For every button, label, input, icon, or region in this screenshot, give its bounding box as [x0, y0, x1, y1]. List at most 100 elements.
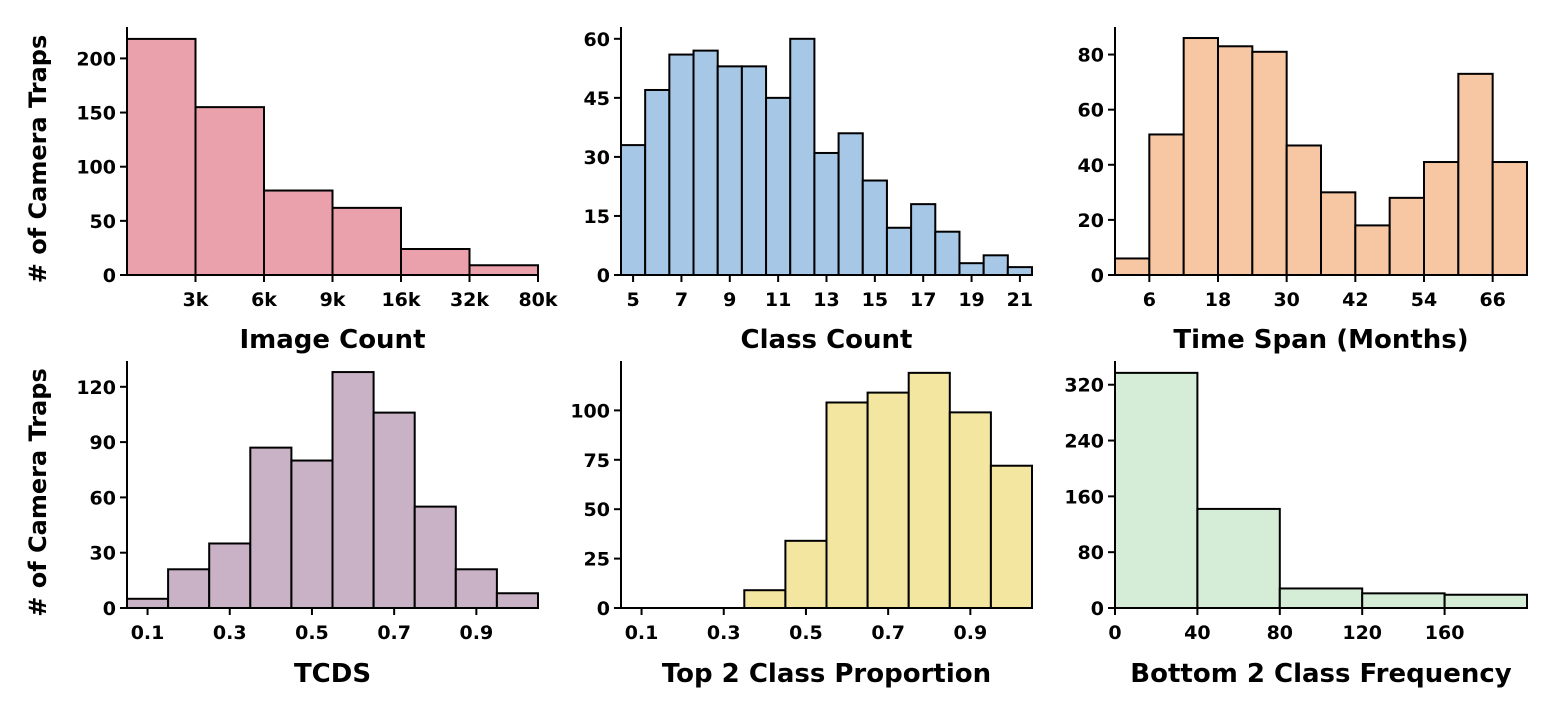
histogram-bar — [989, 464, 1034, 609]
x-tick-label: 0.9 — [954, 622, 988, 644]
x-tick-label: 13 — [813, 289, 839, 311]
y-tick-label: 50 — [584, 499, 610, 521]
histogram-bar — [1251, 50, 1288, 276]
x-tick-label: 6 — [1143, 289, 1156, 311]
histogram-bar — [982, 254, 1009, 276]
x-tick-label: 7 — [675, 289, 688, 311]
y-tick-label: 30 — [584, 147, 610, 169]
x-tick-label: 120 — [1342, 622, 1382, 644]
histogram-panel-1: 0 50 100 150 200 3k 6k 9k 16k 32k 80k Image Count # … — [24, 27, 558, 355]
histogram-bar — [1423, 161, 1460, 276]
x-tick-label: 15 — [862, 289, 888, 311]
histogram-bar — [495, 592, 539, 609]
histogram-bar — [620, 144, 647, 276]
y-tick-label: 80 — [1078, 45, 1104, 67]
x-tick-label: 54 — [1411, 289, 1437, 311]
histogram-bar — [372, 411, 416, 609]
histogram-bar — [1320, 191, 1357, 276]
y-tick-label: 240 — [1064, 431, 1104, 453]
y-tick-label: 200 — [76, 48, 116, 70]
histogram-panel-2: 0 15 30 45 60 5 7 9 11 13 15 17 19 21 Class Count — [584, 27, 1034, 355]
x-tick-label: 16k — [381, 289, 420, 311]
histogram-panel-5: 0 25 50 75 100 0.1 0.3 0.5 0.7 0.9 Top 2 Class Pro… — [570, 361, 1034, 689]
y-tick-label: 45 — [584, 88, 610, 110]
histogram-bar — [126, 37, 197, 277]
y-tick-label: 0 — [1091, 265, 1104, 287]
histogram-bar — [1217, 45, 1254, 276]
x-axis-label: Class Count — [741, 325, 913, 355]
y-tick-label: 75 — [584, 450, 610, 472]
y-tick-label: 0 — [597, 265, 610, 287]
histogram-bar — [468, 264, 539, 276]
histogram-bar — [249, 446, 293, 610]
histogram-bar — [290, 459, 334, 610]
y-axis-label: # of Camera Traps — [24, 368, 52, 616]
x-tick-label: 9 — [723, 289, 736, 311]
y-tick-label: 25 — [584, 549, 610, 571]
x-tick-label: 6k — [251, 289, 277, 311]
histogram-bar — [765, 96, 792, 276]
x-tick-label: 80 — [1267, 622, 1293, 644]
histogram-bar — [1196, 507, 1281, 609]
histogram-bar — [907, 371, 951, 609]
y-tick-label: 90 — [90, 432, 116, 454]
histogram-bar — [1148, 133, 1185, 276]
x-tick-label: 66 — [1479, 289, 1505, 311]
histogram-bar — [1443, 593, 1528, 609]
x-tick-label: 42 — [1342, 289, 1368, 311]
x-tick-label: 0.5 — [789, 622, 823, 644]
histogram-bar — [1278, 587, 1364, 609]
histogram-bar — [400, 248, 471, 276]
histogram-bar — [784, 539, 828, 609]
histogram-bar — [194, 106, 265, 276]
histogram-bar — [208, 542, 252, 609]
histogram-bar — [263, 189, 334, 276]
x-tick-label: 11 — [765, 289, 791, 311]
x-tick-label: 3k — [183, 289, 209, 311]
x-tick-label: 18 — [1205, 289, 1231, 311]
y-tick-label: 40 — [1078, 155, 1104, 177]
y-tick-label: 100 — [570, 400, 610, 422]
y-tick-label: 0 — [103, 598, 116, 620]
y-tick-label: 100 — [76, 157, 116, 179]
y-tick-label: 0 — [1091, 598, 1104, 620]
histogram-bar — [837, 132, 864, 276]
histogram-panel-4: 0 30 60 90 120 0.1 0.3 0.5 0.7 0.9 TCDS # of Camera… — [24, 361, 539, 689]
y-tick-label: 0 — [103, 265, 116, 287]
y-tick-label: 150 — [76, 103, 116, 125]
histogram-bar — [1006, 266, 1034, 276]
histogram-bar — [644, 88, 671, 276]
histogram-bar — [789, 37, 816, 276]
histogram-panel-3: 0 20 40 60 80 6 18 30 42 54 66 Time Span (Months) — [1078, 27, 1528, 355]
x-tick-label: 80k — [518, 289, 557, 311]
x-tick-label: 21 — [1007, 289, 1033, 311]
y-tick-label: 0 — [597, 598, 610, 620]
histogram-bar — [692, 49, 719, 276]
histogram-bar — [885, 226, 913, 276]
x-tick-label: 32k — [450, 289, 489, 311]
y-tick-label: 160 — [1064, 486, 1104, 508]
x-tick-label: 0.3 — [707, 622, 741, 644]
histogram-bar — [413, 505, 457, 610]
histogram-bar — [910, 203, 937, 276]
y-axis-label: # of Camera Traps — [24, 35, 52, 283]
x-axis-label: TCDS — [294, 659, 371, 689]
x-tick-label: 0.7 — [871, 622, 905, 644]
x-tick-label: 9k — [320, 289, 346, 311]
histogram-bar — [126, 597, 170, 609]
histogram-panel-6: 0 80 160 240 320 0 40 80 120 160 Bottom 2 Class Fr… — [1064, 361, 1528, 689]
histogram-bar — [958, 262, 985, 277]
histogram-bar — [1361, 592, 1446, 610]
x-axis-label: Time Span (Months) — [1173, 325, 1468, 355]
x-tick-label: 0.1 — [625, 622, 659, 644]
histogram-bar — [716, 65, 743, 276]
x-tick-label: 0.9 — [460, 622, 494, 644]
x-axis-label: Top 2 Class Proportion — [662, 659, 991, 689]
x-axis-label: Bottom 2 Class Frequency — [1130, 659, 1511, 689]
histogram-bar — [825, 401, 869, 609]
histogram-bar — [1491, 161, 1528, 276]
histogram-bar — [866, 391, 910, 609]
histogram-bar — [813, 151, 840, 276]
